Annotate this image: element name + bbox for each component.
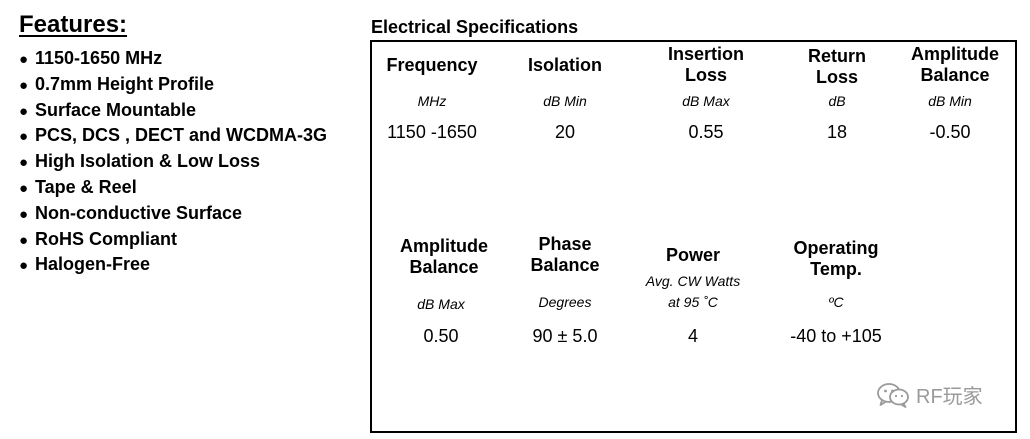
bullet-icon: ● xyxy=(19,179,29,197)
feature-item: ● PCS, DCS , DECT and WCDMA-3G xyxy=(19,123,327,149)
unit-isolation: dB Min xyxy=(543,93,587,109)
value-amplitude-balance-max: 0.50 xyxy=(423,326,459,346)
watermark: RF玩家 xyxy=(876,380,983,409)
bullet-icon: ● xyxy=(19,154,29,172)
feature-item: ● 0.7mm Height Profile xyxy=(19,72,327,98)
unit-operating-temp: ºC xyxy=(828,294,844,310)
feature-item: ● 1150-1650 MHz xyxy=(19,46,327,72)
header-insertion-loss: Insertion Loss xyxy=(667,44,745,85)
value-return-loss: 18 xyxy=(826,122,848,142)
feature-item: ● Surface Mountable xyxy=(19,98,327,124)
bullet-icon: ● xyxy=(19,51,29,68)
value-insertion-loss: 0.55 xyxy=(688,122,724,142)
feature-item: ● Tape & Reel xyxy=(19,175,327,201)
header-phase-balance: Phase Balance xyxy=(530,234,600,275)
bullet-icon: ● xyxy=(19,231,29,249)
value-frequency: 1150 -1650 xyxy=(387,122,477,142)
bullet-icon: ● xyxy=(19,205,29,223)
spec-title: Electrical Specifications xyxy=(371,17,579,37)
header-isolation: Isolation xyxy=(527,55,603,75)
header-amplitude-balance-min: Amplitude Balance xyxy=(911,44,999,85)
value-isolation: 20 xyxy=(554,122,576,142)
bullet-icon: ● xyxy=(19,76,29,94)
unit-phase-balance: Degrees xyxy=(538,294,592,310)
value-phase-balance: 90 ± 5.0 xyxy=(532,326,598,346)
value-power: 4 xyxy=(687,326,699,346)
unit-insertion-loss: dB Max xyxy=(682,93,730,109)
value-amplitude-balance-min: -0.50 xyxy=(929,122,971,142)
spec-table: Frequency MHz 1150 -1650 Isolation dB Mi… xyxy=(370,40,1017,433)
header-return-loss: Return Loss xyxy=(808,46,866,87)
watermark-text: RF玩家 xyxy=(916,386,983,408)
features-list: ● 1150-1650 MHz ● 0.7mm Height Profile ● Su… xyxy=(19,46,327,278)
feature-item: ● Halogen-Free xyxy=(19,252,327,278)
unit-amplitude-balance-min: dB Min xyxy=(928,93,972,109)
header-power: Power xyxy=(665,245,721,265)
unit-power: Avg. CW Watts at 95 ˚C xyxy=(645,273,741,310)
unit-return-loss: dB xyxy=(828,93,846,109)
value-operating-temp: -40 to +105 xyxy=(790,326,882,346)
bullet-icon: ● xyxy=(19,257,29,275)
wechat-icon xyxy=(876,382,910,408)
header-frequency: Frequency xyxy=(386,55,478,75)
unit-amplitude-balance-max: dB Max xyxy=(417,296,465,312)
feature-item: ● Non-conductive Surface xyxy=(19,201,327,227)
header-operating-temp: Operating Temp. xyxy=(793,238,879,279)
features-title: Features: xyxy=(19,11,128,38)
feature-item: ● High Isolation & Low Loss xyxy=(19,149,327,175)
bullet-icon: ● xyxy=(19,128,29,146)
header-amplitude-balance-max: Amplitude Balance xyxy=(400,236,488,277)
bullet-icon: ● xyxy=(19,102,29,120)
feature-item: ● RoHS Compliant xyxy=(19,227,327,253)
unit-frequency: MHz xyxy=(417,93,447,109)
